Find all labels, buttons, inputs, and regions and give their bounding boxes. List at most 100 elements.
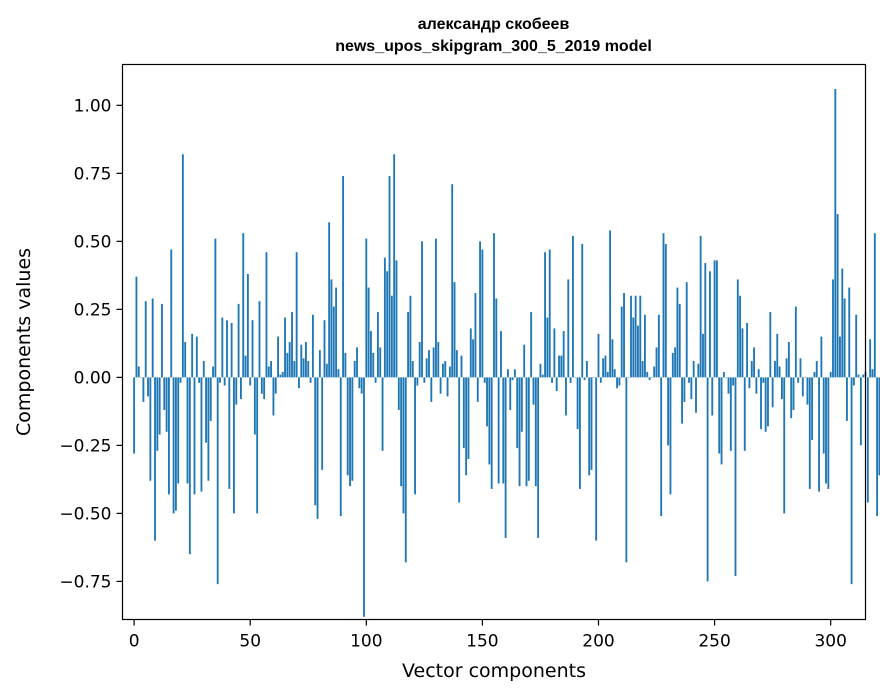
bar bbox=[769, 312, 772, 378]
bar bbox=[432, 347, 435, 378]
bar bbox=[562, 331, 565, 378]
bar bbox=[560, 355, 563, 378]
bar bbox=[609, 230, 612, 378]
bar bbox=[736, 279, 739, 378]
bar bbox=[349, 377, 351, 487]
bar bbox=[750, 361, 753, 378]
bar bbox=[223, 377, 226, 386]
bar bbox=[330, 279, 333, 378]
bar bbox=[428, 350, 430, 378]
bar bbox=[337, 369, 340, 378]
bar bbox=[690, 377, 693, 400]
y-tick-label: −0.25 bbox=[59, 436, 111, 456]
bar bbox=[284, 317, 286, 378]
bar bbox=[648, 377, 651, 381]
bar bbox=[850, 377, 853, 585]
bar bbox=[848, 287, 851, 378]
bar bbox=[163, 377, 166, 411]
bar bbox=[611, 339, 614, 378]
bar bbox=[834, 88, 837, 378]
bar bbox=[198, 377, 201, 383]
bar bbox=[778, 366, 781, 378]
y-tick-label: 0.25 bbox=[74, 300, 112, 320]
bar bbox=[214, 238, 217, 378]
bar bbox=[859, 377, 862, 446]
bar bbox=[363, 377, 365, 617]
bar bbox=[235, 377, 238, 405]
bar bbox=[699, 235, 702, 378]
bar bbox=[151, 298, 154, 378]
bar bbox=[249, 377, 252, 386]
bar bbox=[713, 260, 716, 378]
bar bbox=[490, 377, 493, 489]
bar bbox=[493, 233, 495, 378]
bar bbox=[374, 377, 377, 383]
bar bbox=[395, 260, 398, 378]
bar bbox=[430, 377, 433, 402]
bar bbox=[328, 222, 331, 378]
bar bbox=[590, 377, 593, 470]
bar bbox=[702, 333, 704, 378]
bar bbox=[681, 377, 683, 424]
bar bbox=[291, 312, 293, 378]
bar bbox=[760, 377, 762, 430]
bar bbox=[228, 377, 231, 489]
bar bbox=[205, 377, 208, 443]
bar bbox=[518, 377, 521, 487]
bar bbox=[376, 312, 379, 378]
bar bbox=[820, 336, 823, 378]
bar bbox=[664, 244, 667, 378]
bar bbox=[423, 377, 426, 383]
bar bbox=[869, 339, 872, 378]
bar bbox=[548, 249, 551, 378]
bar bbox=[657, 314, 660, 378]
bar bbox=[379, 347, 382, 378]
bar bbox=[537, 377, 540, 538]
bar bbox=[530, 312, 533, 378]
bar bbox=[407, 312, 410, 378]
bar bbox=[288, 342, 291, 378]
bar bbox=[144, 301, 147, 378]
bar bbox=[678, 303, 681, 378]
bar bbox=[709, 271, 711, 378]
x-axis-ticks: 0 50 100 150 200 250 300 bbox=[129, 619, 847, 652]
bar bbox=[158, 377, 161, 435]
bar bbox=[256, 377, 259, 514]
x-tick-label: 100 bbox=[350, 632, 382, 652]
bar bbox=[509, 377, 512, 411]
bar bbox=[639, 295, 642, 378]
bar bbox=[523, 344, 526, 378]
bar bbox=[279, 374, 282, 378]
bar bbox=[472, 339, 475, 378]
bar bbox=[293, 361, 296, 378]
x-tick-label: 0 bbox=[129, 632, 140, 652]
bar bbox=[827, 377, 830, 489]
bar bbox=[258, 301, 261, 378]
bar bbox=[753, 347, 755, 378]
bar bbox=[727, 377, 730, 394]
bar bbox=[755, 377, 758, 394]
bar bbox=[637, 325, 639, 378]
bar bbox=[226, 320, 228, 378]
bar bbox=[453, 282, 456, 378]
bar bbox=[402, 377, 405, 514]
y-tick-label: 0.75 bbox=[74, 164, 112, 184]
bar bbox=[263, 377, 266, 400]
bar bbox=[569, 377, 572, 383]
bar bbox=[511, 377, 514, 381]
bar bbox=[841, 268, 844, 378]
bar bbox=[597, 333, 600, 378]
bar bbox=[305, 342, 307, 378]
bar bbox=[746, 322, 749, 378]
bar bbox=[351, 377, 354, 481]
bar bbox=[441, 363, 444, 378]
bar bbox=[137, 366, 140, 378]
bar bbox=[620, 306, 623, 378]
bar bbox=[416, 377, 419, 386]
bar bbox=[381, 377, 384, 451]
bar bbox=[311, 314, 314, 378]
bar bbox=[818, 377, 820, 492]
bar bbox=[787, 342, 790, 378]
bar bbox=[270, 361, 273, 378]
bar bbox=[149, 377, 152, 481]
